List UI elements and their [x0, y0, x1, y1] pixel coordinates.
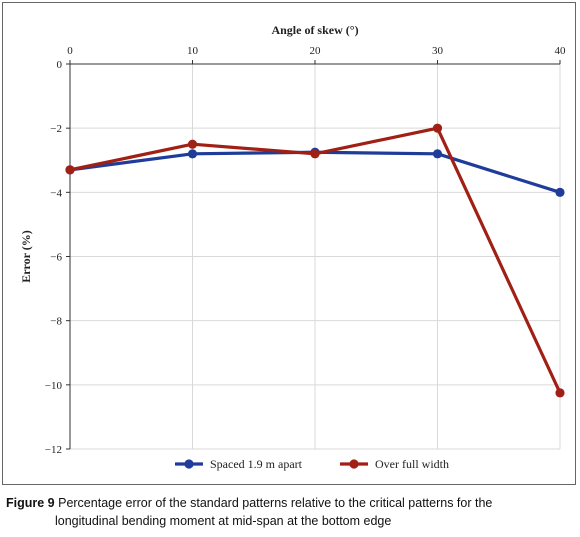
data-point-series-0 — [432, 149, 443, 159]
data-point-series-1 — [65, 165, 75, 175]
legend-label-full-width: Over full width — [375, 457, 449, 471]
axes — [66, 60, 561, 450]
y-tick-label: −4 — [50, 187, 62, 199]
x-tick-label: 20 — [310, 45, 322, 57]
figure-number: Figure 9 — [6, 496, 55, 510]
legend: Spaced 1.9 m apart Over full width — [175, 457, 449, 471]
tick-labels: 0 10 20 30 40 0 −2 −4 −6 −8 −10 −12 — [45, 45, 566, 456]
caption-line-2: longitudinal bending moment at mid-span … — [55, 514, 392, 528]
line-chart: 0 10 20 30 40 0 −2 −4 −6 −8 −10 −12 Angle of skew (… — [19, 23, 566, 471]
data-point-series-1 — [432, 123, 443, 133]
figure-caption: Figure 9 Percentage error of the standar… — [6, 494, 576, 530]
y-tick-label: −8 — [50, 316, 62, 328]
grid-lines — [70, 64, 561, 450]
y-tick-label: 0 — [57, 59, 63, 71]
x-tick-label: 10 — [187, 45, 199, 57]
x-tick-label: 40 — [555, 45, 567, 57]
x-tick-label: 0 — [67, 45, 73, 57]
legend-marker-spaced — [184, 459, 194, 469]
legend-marker-full-width — [349, 459, 359, 469]
x-tick-label: 30 — [432, 45, 444, 57]
data-point-series-0 — [187, 149, 198, 159]
y-tick-label: −10 — [45, 380, 63, 392]
legend-label-spaced: Spaced 1.9 m apart — [210, 457, 303, 471]
data-point-series-1 — [310, 149, 320, 159]
series-lines — [65, 123, 565, 398]
figure-frame — [2, 2, 576, 485]
data-point-series-1 — [555, 388, 565, 398]
y-axis-title: Error (%) — [19, 230, 33, 283]
legend-item-full-width: Over full width — [340, 457, 449, 471]
data-point-series-1 — [187, 139, 198, 149]
x-axis-title: Angle of skew (°) — [271, 23, 358, 37]
data-point-series-0 — [555, 187, 565, 197]
caption-line-1: Percentage error of the standard pattern… — [58, 496, 493, 510]
y-tick-label: −6 — [50, 252, 62, 264]
legend-item-spaced: Spaced 1.9 m apart — [175, 457, 303, 471]
y-tick-label: −12 — [45, 444, 62, 456]
y-tick-label: −2 — [50, 123, 62, 135]
